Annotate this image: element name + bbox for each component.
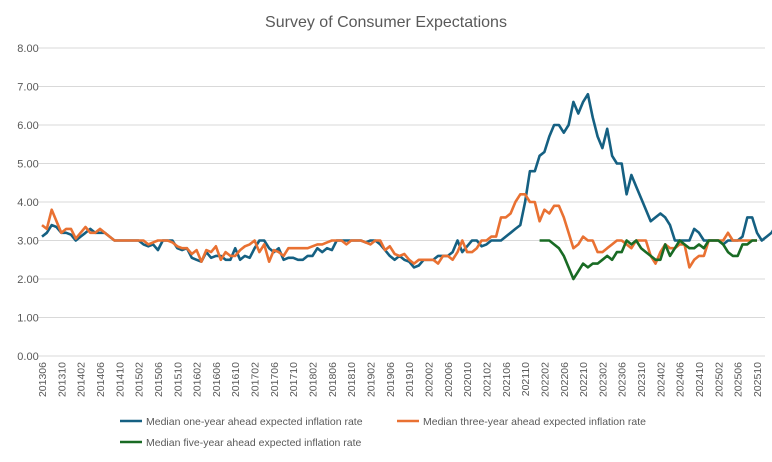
x-tick-label: 202310 (636, 362, 648, 397)
x-tick-label: 201610 (230, 362, 242, 397)
legend-item: Median three-year ahead expected inflati… (397, 416, 646, 428)
x-tick-label: 202110 (520, 362, 532, 396)
x-tick-label: 202502 (713, 362, 725, 397)
x-tick-label: 201310 (56, 362, 68, 397)
legend-label: Median three-year ahead expected inflati… (423, 416, 646, 428)
x-tick-label: 201710 (288, 362, 300, 397)
x-tick-label: 201910 (404, 362, 416, 397)
x-tick-label: 201410 (114, 362, 126, 397)
x-tick-label: 202106 (501, 362, 513, 397)
x-tick-label: 201402 (76, 362, 88, 397)
x-tick-label: 201702 (250, 362, 262, 397)
x-tick-label: 201306 (37, 362, 49, 397)
y-tick-label: 3.00 (17, 236, 38, 248)
series-line-1 (41, 92, 772, 269)
legend-item: Median one-year ahead expected inflation… (120, 416, 363, 428)
gridlines (38, 47, 765, 357)
legend-label: Median one-year ahead expected inflation… (146, 416, 363, 428)
x-tick-label: 201810 (346, 362, 358, 397)
x-tick-label: 202510 (752, 362, 764, 397)
x-tick-label: 202002 (423, 362, 435, 397)
x-tick-label: 202410 (694, 362, 706, 397)
x-tick-label: 201706 (269, 362, 281, 397)
x-tick-label: 201510 (172, 362, 184, 397)
x-tick-label: 202202 (539, 362, 551, 397)
y-tick-label: 6.00 (17, 120, 38, 132)
y-tick-label: 8.00 (17, 43, 38, 55)
series-line-2 (41, 193, 757, 269)
x-tick-label: 201602 (192, 362, 204, 397)
legend: Median one-year ahead expected inflation… (120, 416, 646, 449)
x-tick-label: 202206 (559, 362, 571, 397)
series-line-3 (539, 239, 757, 281)
x-tick-label: 202306 (617, 362, 629, 397)
x-tick-label: 201406 (95, 362, 107, 397)
chart-title: Survey of Consumer Expectations (265, 14, 507, 31)
x-tick-label: 201906 (385, 362, 397, 397)
x-tick-label: 201606 (211, 362, 223, 397)
y-axis-tick-labels: 0.00 1.00 2.00 3.00 4.00 5.00 6.00 7.00 8.00 (17, 43, 38, 363)
legend-label: Median five-year ahead expected inflatio… (146, 437, 362, 449)
x-tick-label: 201802 (308, 362, 320, 397)
x-tick-label: 201806 (327, 362, 339, 397)
x-tick-label: 201506 (153, 362, 165, 397)
x-tick-label: 202210 (578, 362, 590, 397)
x-tick-label: 202010 (462, 362, 474, 397)
x-tick-label: 201902 (366, 362, 378, 397)
y-tick-label: 4.00 (17, 197, 38, 209)
legend-item: Median five-year ahead expected inflatio… (120, 437, 362, 449)
series-lines (41, 92, 772, 281)
x-tick-label: 202506 (733, 362, 745, 397)
y-tick-label: 1.00 (17, 313, 38, 325)
y-tick-label: 2.00 (17, 274, 38, 286)
x-tick-label: 202406 (675, 362, 687, 397)
y-tick-label: 0.00 (17, 351, 38, 363)
x-tick-label: 201502 (134, 362, 146, 397)
x-axis-tick-labels: 201306 201310 201402 201406 201410 201502 2015… (37, 362, 764, 397)
x-tick-label: 202402 (655, 362, 667, 397)
x-tick-label: 202302 (597, 362, 609, 397)
y-tick-label: 5.00 (17, 159, 38, 171)
x-tick-label: 202102 (481, 362, 493, 397)
y-tick-label: 7.00 (17, 82, 38, 94)
x-tick-label: 202006 (443, 362, 455, 397)
